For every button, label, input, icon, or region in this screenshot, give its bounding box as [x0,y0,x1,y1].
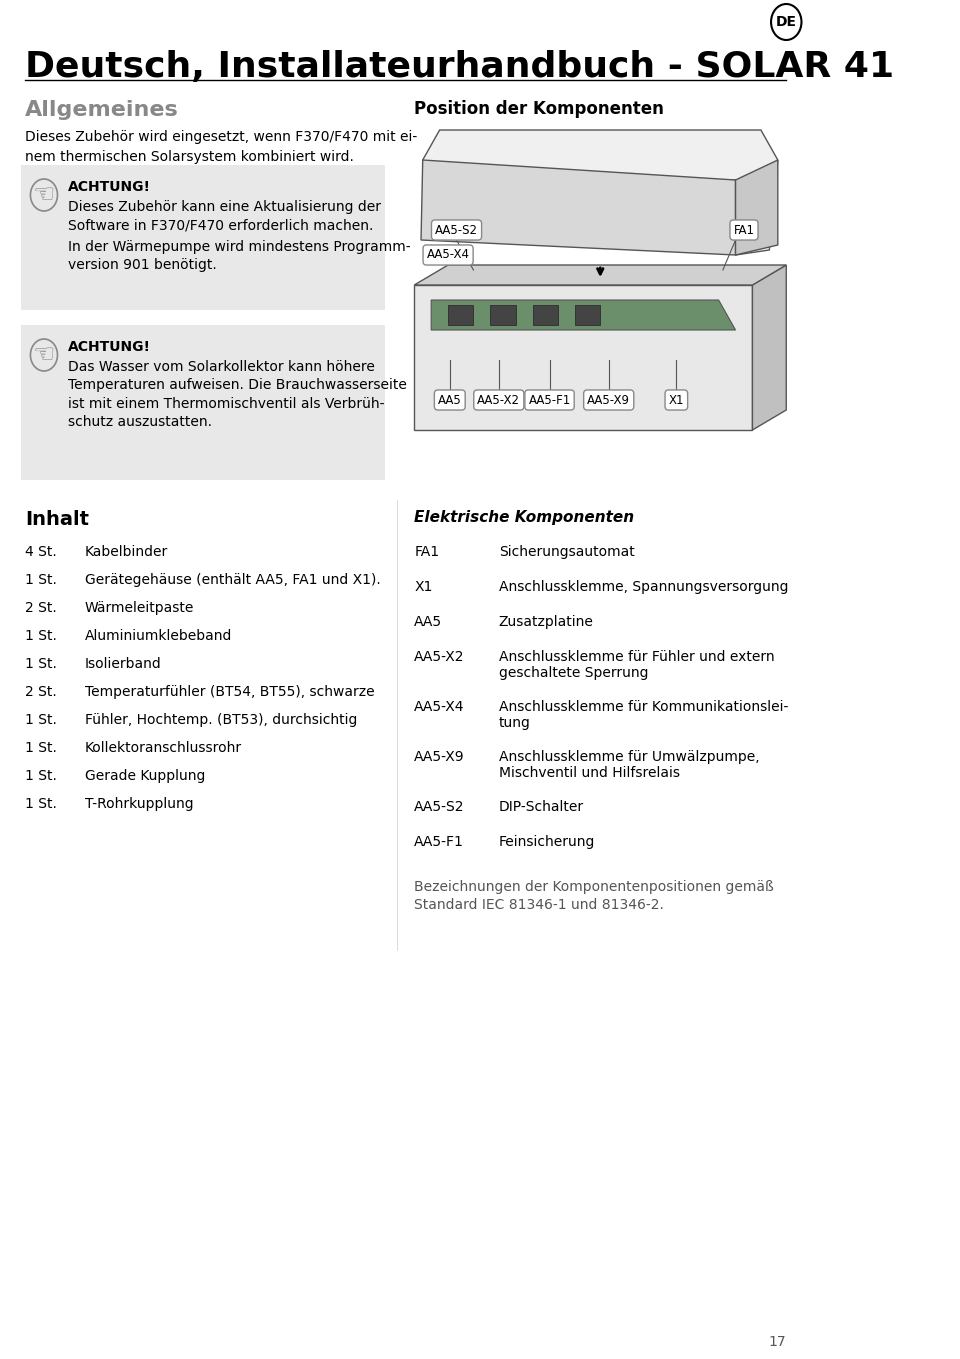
Text: ACHTUNG!: ACHTUNG! [67,179,151,194]
Text: Aluminiumklebeband: Aluminiumklebeband [84,629,232,643]
Text: Temperaturfühler (BT54, BT55), schwarze: Temperaturfühler (BT54, BT55), schwarze [84,685,374,699]
Text: Isolierband: Isolierband [84,656,161,671]
Polygon shape [533,304,558,325]
Text: AA5-X9: AA5-X9 [415,750,465,764]
Text: Kabelbinder: Kabelbinder [84,545,168,559]
Text: AA5-X2: AA5-X2 [415,650,465,665]
Text: FA1: FA1 [733,223,755,236]
Text: DE: DE [776,15,797,29]
Polygon shape [415,285,753,429]
Text: Anschlussklemme, Spannungsversorgung: Anschlussklemme, Spannungsversorgung [499,580,788,594]
Polygon shape [431,300,735,330]
Text: 2 St.: 2 St. [25,601,57,616]
Polygon shape [448,304,473,325]
Text: ☜: ☜ [33,342,55,367]
Text: 2 St.: 2 St. [25,685,57,699]
Text: X1: X1 [668,394,684,406]
Polygon shape [491,304,516,325]
Text: AA5-F1: AA5-F1 [415,834,464,849]
Text: Anschlussklemme für Fühler und extern
geschaltete Sperrung: Anschlussklemme für Fühler und extern ge… [499,650,775,681]
Text: Allgemeines: Allgemeines [25,101,180,120]
Text: FA1: FA1 [415,545,440,559]
Polygon shape [735,160,778,255]
Text: T-Rohrkupplung: T-Rohrkupplung [84,796,193,811]
Text: 1 St.: 1 St. [25,573,58,587]
Text: Deutsch, Installateurhandbuch - SOLAR 41: Deutsch, Installateurhandbuch - SOLAR 41 [25,50,895,84]
Text: Zusatzplatine: Zusatzplatine [499,616,593,629]
Text: AA5-F1: AA5-F1 [528,394,570,406]
Text: 4 St.: 4 St. [25,545,57,559]
Text: AA5-S2: AA5-S2 [435,223,478,236]
Text: ACHTUNG!: ACHTUNG! [67,340,151,353]
Polygon shape [415,265,786,285]
Polygon shape [575,304,600,325]
Text: X1: X1 [415,580,433,594]
Text: Wärmeleitpaste: Wärmeleitpaste [84,601,194,616]
Text: Gerade Kupplung: Gerade Kupplung [84,769,204,783]
Text: AA5-X4: AA5-X4 [415,700,465,713]
Text: Dieses Zubehör kann eine Aktualisierung der
Software in F370/F470 erforderlich m: Dieses Zubehör kann eine Aktualisierung … [67,200,380,232]
Text: Feinsicherung: Feinsicherung [499,834,595,849]
Text: Dieses Zubehör wird eingesetzt, wenn F370/F470 mit ei-
nem thermischen Solarsyst: Dieses Zubehör wird eingesetzt, wenn F37… [25,130,418,163]
Text: Anschlussklemme für Kommunikationslei-
tung: Anschlussklemme für Kommunikationslei- t… [499,700,788,730]
Polygon shape [422,130,778,255]
Text: 1 St.: 1 St. [25,713,58,727]
Text: 1 St.: 1 St. [25,796,58,811]
Text: AA5-X9: AA5-X9 [588,394,630,406]
Text: 1 St.: 1 St. [25,629,58,643]
Text: AA5-S2: AA5-S2 [415,800,465,814]
Text: 17: 17 [769,1335,786,1349]
Text: AA5-X2: AA5-X2 [477,394,520,406]
Text: ☜: ☜ [33,183,55,207]
Text: 1 St.: 1 St. [25,656,58,671]
FancyBboxPatch shape [21,325,385,480]
Text: Anschlussklemme für Umwälzpumpe,
Mischventil und Hilfsrelais: Anschlussklemme für Umwälzpumpe, Mischve… [499,750,759,780]
Text: AA5: AA5 [438,394,462,406]
Text: Kollektoranschlussrohr: Kollektoranschlussrohr [84,741,242,756]
Text: Fühler, Hochtemp. (BT53), durchsichtig: Fühler, Hochtemp. (BT53), durchsichtig [84,713,357,727]
Text: Bezeichnungen der Komponentenpositionen gemäß
Standard IEC 81346-1 und 81346-2.: Bezeichnungen der Komponentenpositionen … [415,881,774,912]
Text: DIP-Schalter: DIP-Schalter [499,800,584,814]
FancyBboxPatch shape [21,164,385,310]
Text: 1 St.: 1 St. [25,769,58,783]
Text: AA5-X4: AA5-X4 [426,249,469,261]
Text: In der Wärmepumpe wird mindestens Programm-
version 901 benötigt.: In der Wärmepumpe wird mindestens Progra… [67,241,410,272]
Text: AA5: AA5 [415,616,443,629]
Text: 1 St.: 1 St. [25,741,58,756]
Polygon shape [421,160,735,255]
Text: Elektrische Komponenten: Elektrische Komponenten [415,510,635,525]
Text: Sicherungsautomat: Sicherungsautomat [499,545,635,559]
Text: Gerätegehäuse (enthält AA5, FA1 und X1).: Gerätegehäuse (enthält AA5, FA1 und X1). [84,573,380,587]
Text: Das Wasser vom Solarkollektor kann höhere
Temperaturen aufweisen. Die Brauchwass: Das Wasser vom Solarkollektor kann höher… [67,360,406,429]
Polygon shape [753,265,786,429]
Text: Inhalt: Inhalt [25,510,89,529]
Text: Position der Komponenten: Position der Komponenten [415,101,664,118]
